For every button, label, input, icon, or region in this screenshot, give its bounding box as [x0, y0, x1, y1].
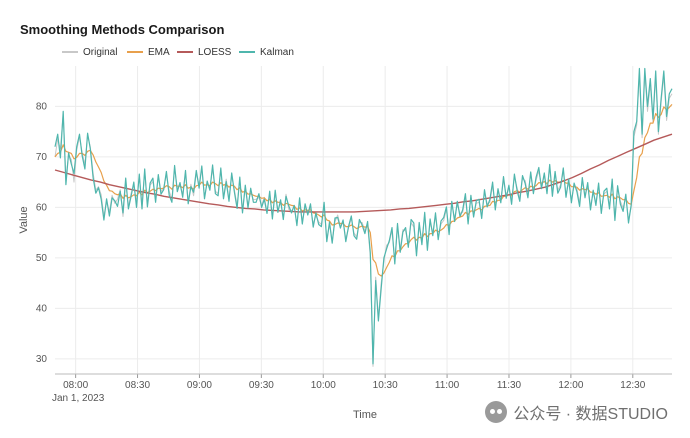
x-axis-ticks: 08:00 Jan 1, 2023 08:30 09:00 09:30 10:00 10:3…: [52, 373, 672, 404]
legend: Original EMA LOESS Kalman: [62, 47, 294, 58]
x-tick-label: 12:30: [620, 380, 645, 391]
x-tick-label: 10:30: [373, 380, 398, 391]
legend-item-ema: EMA: [127, 47, 170, 58]
series-line-ema: [54, 103, 673, 277]
watermark-text: 公众号 · 数据STUDIO: [513, 406, 668, 423]
legend-label: Kalman: [260, 47, 294, 58]
y-tick-label: 30: [36, 354, 48, 365]
x-tick-label: 08:00: [63, 380, 88, 391]
y-tick-label: 50: [36, 253, 48, 264]
series-lines: [54, 67, 673, 367]
y-tick-label: 40: [36, 303, 48, 314]
legend-item-kalman: Kalman: [239, 47, 294, 58]
x-tick-label: 09:30: [249, 380, 274, 391]
x-tick-sublabel: Jan 1, 2023: [52, 393, 105, 404]
wechat-icon: [485, 401, 508, 423]
legend-label: Original: [83, 47, 117, 58]
x-tick-label: 09:00: [187, 380, 212, 391]
x-axis-label: Time: [353, 409, 377, 421]
watermark: 公众号 · 数据STUDIO: [485, 400, 668, 424]
y-axis-label: Value: [18, 206, 30, 233]
x-tick-label: 11:00: [435, 380, 460, 391]
gridlines: [55, 66, 672, 374]
y-tick-label: 60: [36, 202, 48, 213]
x-tick-label: 08:30: [125, 380, 150, 391]
x-tick-label: 12:00: [558, 380, 583, 391]
legend-item-original: Original: [62, 47, 117, 58]
x-tick-label: 10:00: [311, 380, 336, 391]
x-tick-label: 11:30: [497, 380, 522, 391]
legend-label: LOESS: [198, 47, 232, 58]
series-line-kalman: [54, 67, 673, 365]
chart-title: Smoothing Methods Comparison: [20, 22, 224, 37]
y-tick-label: 80: [36, 101, 48, 112]
legend-label: EMA: [148, 47, 170, 58]
series-line-original: [54, 73, 673, 367]
y-tick-label: 70: [36, 152, 48, 163]
legend-item-loess: LOESS: [177, 47, 232, 58]
y-axis-ticks: 30 40 50 60 70 80: [36, 101, 48, 364]
